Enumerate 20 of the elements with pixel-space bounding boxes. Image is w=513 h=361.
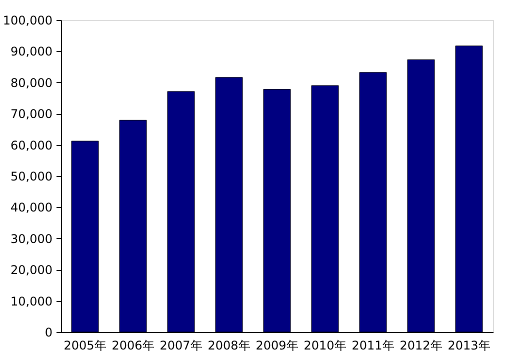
x-tick-label: 2007年 — [160, 338, 202, 352]
y-tick-label: 10,000 — [10, 294, 52, 308]
y-tick-label: 100,000 — [2, 14, 52, 28]
x-tick-label: 2009年 — [256, 338, 298, 352]
x-tick-label: 2013年 — [448, 338, 490, 352]
x-tick-label: 2006年 — [112, 338, 154, 352]
y-tick-label: 40,000 — [10, 200, 52, 215]
x-tick-label: 2011年 — [352, 338, 394, 352]
y-tick-label: 70,000 — [10, 107, 52, 122]
y-tick-label: 30,000 — [10, 232, 52, 246]
x-tick-label: 2010年 — [304, 338, 346, 352]
y-tick-label: 0 — [44, 326, 52, 340]
y-tick-label: 50,000 — [10, 170, 52, 184]
x-tick-label: 2008年 — [208, 338, 250, 352]
x-tick-label: 2005年 — [64, 338, 106, 352]
y-tick-label: 20,000 — [10, 263, 52, 278]
y-tick-label: 60,000 — [10, 138, 52, 152]
x-tick-label: 2012年 — [400, 338, 442, 352]
y-tick-label: 80,000 — [10, 76, 52, 90]
y-tick-label: 90,000 — [10, 44, 52, 59]
